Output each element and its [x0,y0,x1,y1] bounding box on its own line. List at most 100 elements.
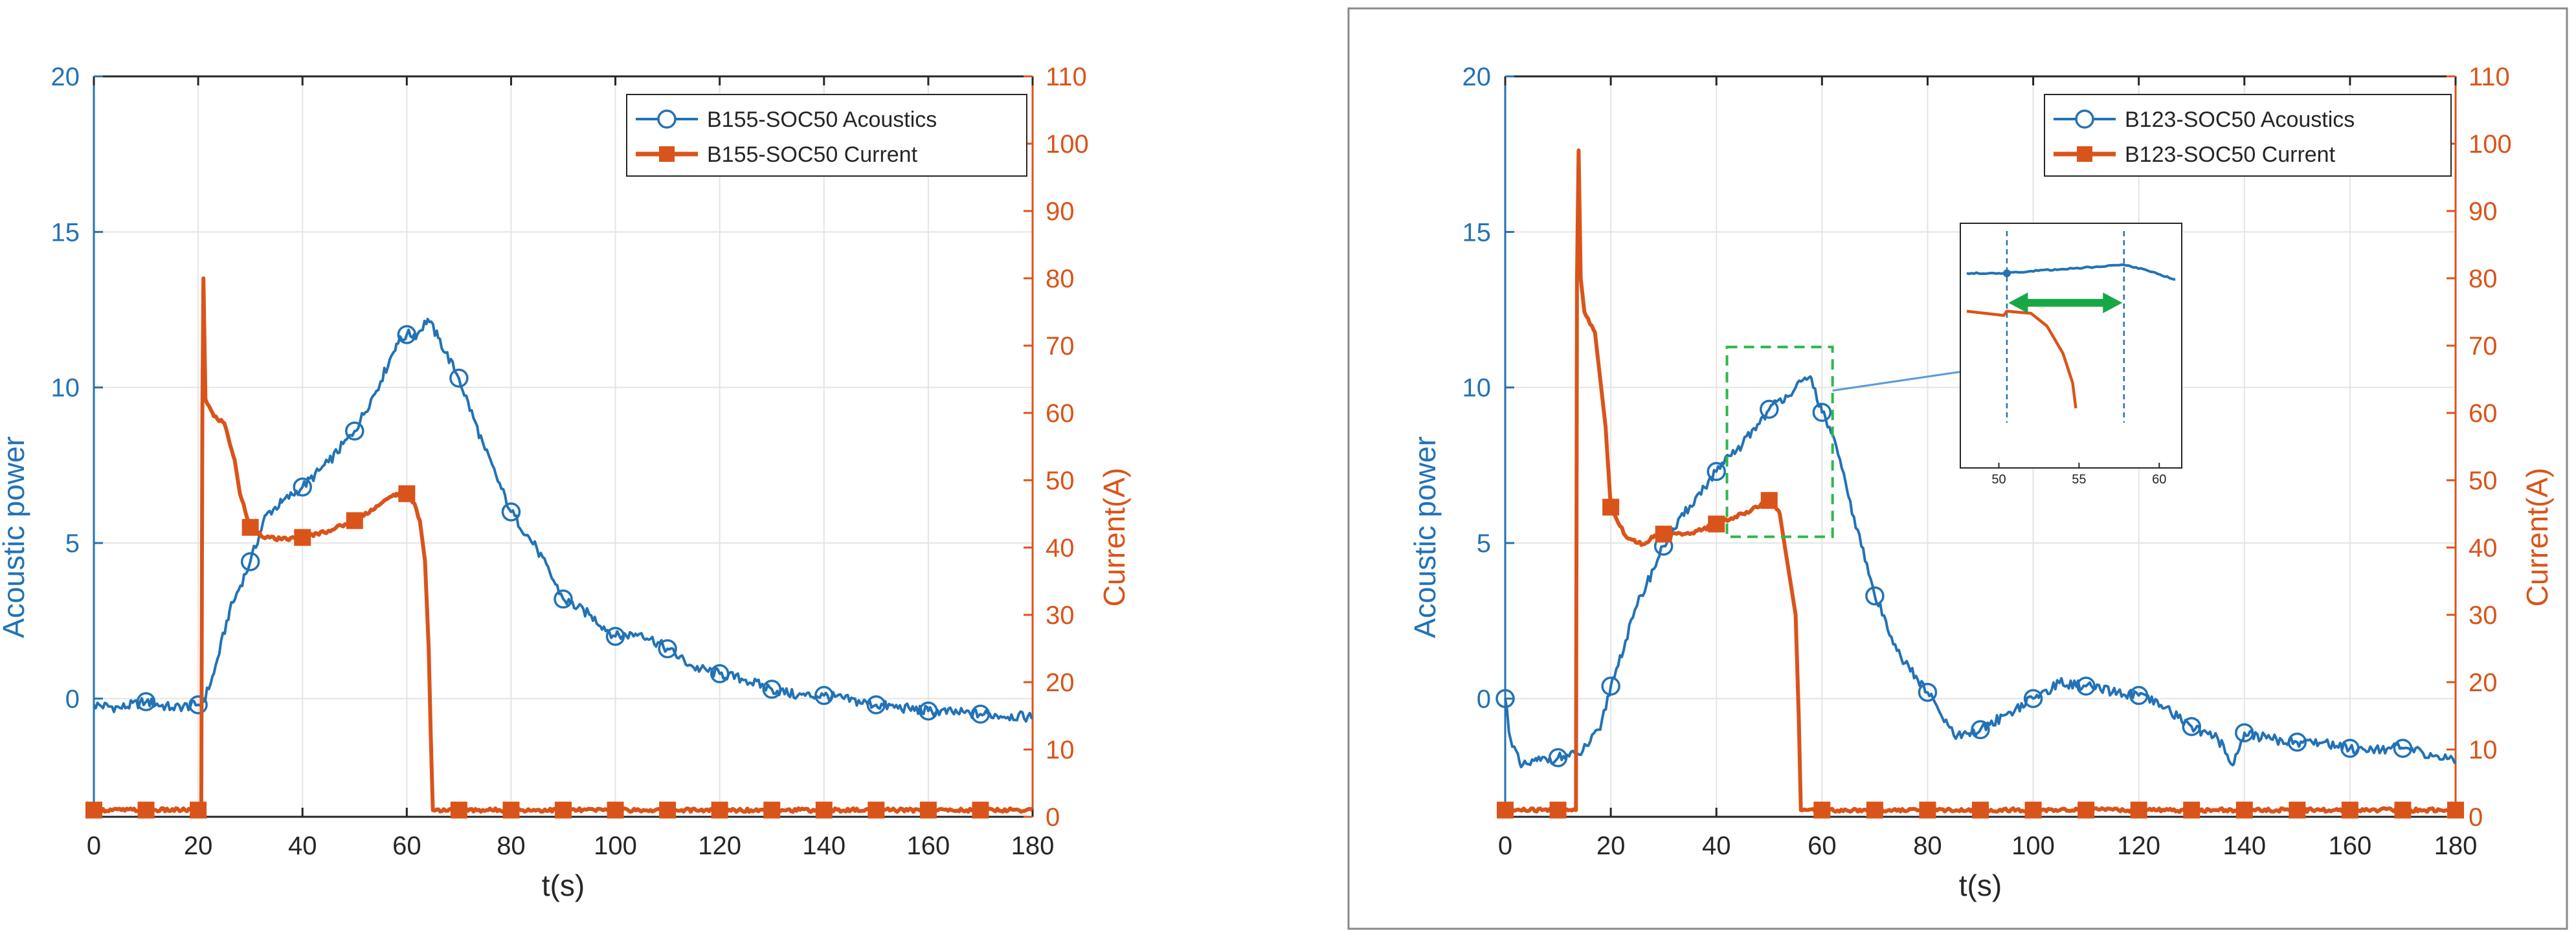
left-y-axis-label: Acoustic power [0,436,30,638]
current-marker [607,801,624,819]
current-marker [1760,492,1778,509]
x-tick-label: 20 [1596,832,1626,860]
right-y-tick-label: 30 [2469,601,2498,630]
current-marker [1655,526,1672,543]
current-marker [2183,801,2201,819]
inset-frame [1960,223,2182,469]
acoustics-marker [2182,716,2201,737]
acoustics-marker [762,680,781,699]
x-tick-label: 120 [698,832,741,860]
current-series-line [92,276,1034,814]
right-y-tick-label: 50 [1046,467,1075,495]
right-y-tick-label: 80 [2469,265,2498,293]
acoustics-marker [501,502,521,522]
right-y-tick-label: 80 [1046,265,1075,293]
acoustics-marker [1707,461,1726,482]
left-y-tick-label: 15 [51,218,80,247]
legend-box [626,94,1027,177]
right-y-tick-label: 20 [2469,669,2498,697]
left-y-axis-label: Acoustic power [1408,436,1442,638]
acoustics-marker [1918,682,1938,702]
current-marker [711,801,728,819]
acoustics-marker [2235,723,2254,742]
inset-acoustics-line [1966,263,2176,281]
right-y-tick-label: 70 [1046,332,1075,361]
current-marker [1919,801,1936,819]
current-marker [1549,801,1567,819]
inset-x-tick-label: 50 [1991,472,2006,487]
acoustics-marker [1548,748,1568,768]
current-marker [1866,801,1883,819]
current-marker [815,801,833,819]
legend-entry-label: B123-SOC50 Current [2125,142,2336,167]
acoustics-marker [710,664,730,683]
left-y-tick-label: 20 [1462,63,1492,91]
left-y-tick-label: 0 [1477,685,1491,713]
acoustics-marker [1865,586,1885,606]
right-y-axis-label: Current(A) [2520,468,2554,607]
current-marker [2235,801,2253,819]
acoustics-series-line [93,317,1034,723]
inset-arrowhead-left [2008,292,2028,313]
legend-entry-label: B123-SOC50 Acoustics [2125,107,2355,132]
acoustics-marker [397,325,417,344]
current-marker [659,801,677,819]
inset-x-tick-label: 55 [2072,472,2086,487]
legend-acoustics-marker [657,109,677,129]
current-marker [2078,801,2095,819]
acoustics-marker [866,695,886,715]
left-y-tick-label: 20 [51,63,80,91]
legend-acoustics-marker [2075,109,2094,129]
acoustics-marker [2076,676,2096,696]
current-marker [2289,801,2306,819]
right-y-tick-label: 60 [2469,399,2498,428]
current-marker [2024,801,2042,819]
x-tick-label: 60 [392,832,421,860]
legend-entry-label: B155-SOC50 Acoustics [707,107,937,132]
right-y-tick-label: 110 [1046,63,1087,91]
current-marker [919,801,937,819]
left-y-tick-label: 10 [1462,374,1492,403]
inset-x-tick-label: 60 [2152,472,2166,487]
right-y-tick-label: 60 [1046,399,1075,428]
right-y-tick-label: 10 [2469,736,2498,764]
right-y-tick-label: 20 [1046,669,1075,697]
legend-current-marker [659,146,675,162]
x-tick-label: 100 [594,832,637,860]
current-marker [2341,801,2358,819]
acoustics-marker [188,695,208,715]
current-marker [972,801,989,819]
inset-arrowhead-right [2103,292,2123,313]
x-tick-label: 60 [1808,832,1837,860]
x-tick-label: 0 [1498,832,1512,860]
x-tick-label: 120 [2117,832,2160,860]
x-tick-label: 40 [1702,832,1731,860]
left-y-tick-label: 5 [1477,529,1491,558]
x-tick-label: 140 [802,832,846,860]
current-marker [2130,801,2147,819]
current-marker [763,801,781,819]
acoustics-marker [293,477,312,497]
current-marker [502,801,520,819]
x-axis-label: t(s) [542,869,585,902]
x-tick-label: 0 [87,832,101,860]
right-y-tick-label: 90 [2469,197,2498,226]
right-y-tick-label: 110 [2469,63,2510,91]
acoustics-marker [1601,676,1620,696]
acoustics-marker [136,692,156,711]
right-y-tick-label: 90 [1046,197,1075,226]
acoustics-marker [449,368,469,388]
inset-connector-line [1832,370,1967,392]
acoustics-marker [605,627,625,646]
right-y-tick-label: 100 [2469,130,2512,159]
current-marker [398,485,416,502]
left-y-tick-label: 0 [65,685,80,713]
acoustics-series-line [1504,375,2457,769]
left-chart: 0 20 40 60 80 100 120 140 160 1800510152001020304… [0,63,1131,902]
right-chart: 0 20 40 60 80 100 120 140 160 1800510152001020304… [1408,63,2554,902]
left-y-tick-label: 5 [65,529,80,558]
acoustics-marker [658,639,677,659]
current-marker [1497,801,1514,819]
acoustics-marker [1760,399,1779,419]
